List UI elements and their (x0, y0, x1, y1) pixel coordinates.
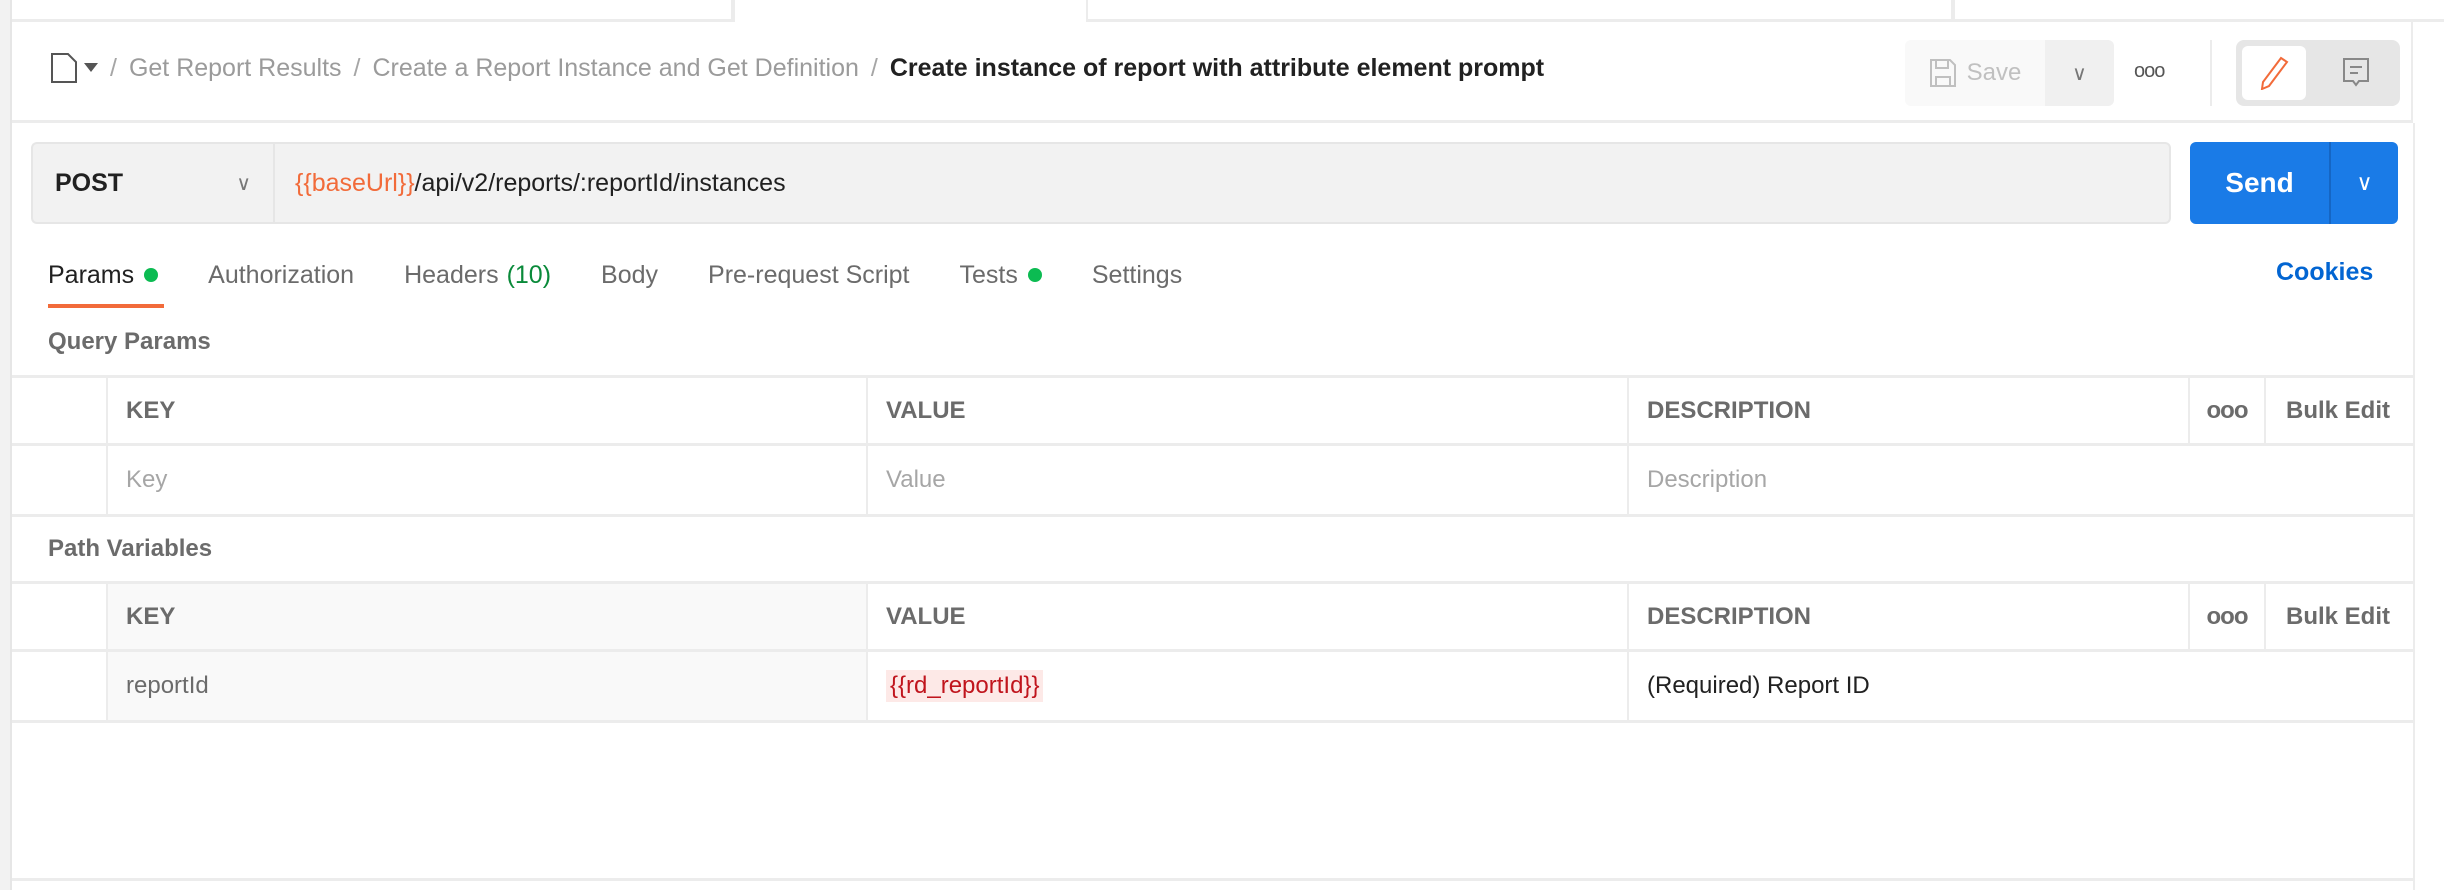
unresolved-variable: {{rd_reportId}} (886, 670, 1044, 702)
tab-label: Params (48, 260, 135, 289)
column-header-key: KEY (108, 378, 868, 443)
tab-settings[interactable]: Settings (1092, 258, 1182, 292)
tab-tests[interactable]: Tests (960, 258, 1042, 292)
headers-count: (10) (506, 260, 552, 289)
request-tabs: Params Authorization Headers (10) Body Pr… (48, 258, 1232, 308)
method-value: POST (55, 168, 124, 197)
checkbox-cell (12, 446, 108, 514)
tab-pre-request-script[interactable]: Pre-request Script (708, 258, 909, 292)
more-options-icon[interactable]: ooo (2134, 60, 2165, 82)
tab-strip (0, 0, 2444, 22)
breadcrumb-separator: / (110, 53, 117, 82)
path-variables-table: KEY VALUE DESCRIPTION ooo Bulk Edit repo… (12, 581, 2413, 723)
sidebar-edge (0, 0, 12, 890)
cookies-link[interactable]: Cookies (2276, 258, 2374, 286)
column-header-description: DESCRIPTION (1629, 378, 2190, 443)
send-button[interactable]: Send (2190, 142, 2331, 224)
save-dropdown-chevron-icon[interactable]: ∨ (2045, 40, 2114, 106)
comments-icon[interactable] (2318, 46, 2394, 100)
description-input[interactable]: (Required) Report ID (1647, 672, 1870, 699)
tab-headers[interactable]: Headers (10) (404, 258, 551, 292)
url-variable: {{baseUrl}} (295, 168, 415, 197)
tab-inactive[interactable] (1953, 0, 2444, 22)
tab-label: Tests (959, 260, 1018, 289)
table-header-row: KEY VALUE DESCRIPTION ooo Bulk Edit (12, 584, 2413, 652)
view-toggle (2236, 40, 2400, 106)
query-params-title: Query Params (48, 328, 211, 355)
save-button-group: Save ∨ (1905, 40, 2114, 106)
description-input[interactable]: Description (1647, 466, 1768, 493)
send-button-group: Send ∨ (2190, 142, 2398, 224)
path-variables-title: Path Variables (48, 535, 213, 562)
request-header: / Get Report Results / Create a Report I… (12, 22, 2413, 123)
url-input[interactable]: {{baseUrl}}/api/v2/reports/:reportId/ins… (273, 142, 2171, 224)
tab-inactive[interactable] (12, 0, 733, 22)
save-icon (1929, 59, 1956, 87)
breadcrumb-separator: / (353, 53, 361, 82)
table-row: Key Value Description (12, 446, 2413, 514)
breadcrumb-separator: / (870, 53, 878, 82)
send-dropdown-chevron-icon[interactable]: ∨ (2356, 170, 2373, 195)
request-name[interactable]: Create instance of report with attribute… (889, 53, 1545, 82)
value-input[interactable]: {{rd_reportId}} (868, 652, 1629, 720)
bulk-edit-button[interactable]: Bulk Edit (2286, 396, 2391, 424)
query-params-table: KEY VALUE DESCRIPTION ooo Bulk Edit Key … (12, 375, 2413, 517)
value-input[interactable]: Value (868, 446, 1629, 514)
tab-label: Pre-request Script (708, 260, 910, 289)
checkbox-cell (12, 652, 108, 720)
status-dot-icon (144, 268, 159, 282)
tab-label: Headers (404, 260, 499, 289)
tab-label: Settings (1091, 260, 1183, 289)
table-row: reportId {{rd_reportId}} (Required) Repo… (12, 652, 2413, 720)
chevron-down-icon: ∨ (236, 172, 251, 195)
column-header-value: VALUE (868, 584, 1629, 649)
tab-body[interactable]: Body (601, 258, 658, 292)
divider (12, 878, 2413, 881)
tab-label: Authorization (208, 260, 355, 289)
method-select[interactable]: POST ∨ (31, 142, 273, 224)
save-label: Save (1966, 59, 2022, 86)
column-header-key: KEY (108, 584, 868, 649)
tab-inactive[interactable] (1088, 0, 1953, 22)
tab-active[interactable] (733, 0, 1088, 22)
divider (2210, 40, 2212, 106)
save-button[interactable]: Save (1905, 40, 2045, 106)
breadcrumb: / Get Report Results / Create a Report I… (50, 52, 1544, 84)
breadcrumb-item[interactable]: Get Report Results (128, 53, 342, 82)
edit-pencil-icon[interactable] (2242, 46, 2306, 100)
checkbox-column (12, 584, 108, 649)
status-dot-icon (1027, 268, 1042, 282)
request-file-icon[interactable] (50, 52, 98, 84)
key-cell: reportId (108, 652, 868, 720)
tab-params[interactable]: Params (48, 258, 165, 308)
key-input[interactable]: Key (108, 446, 868, 514)
checkbox-column (12, 378, 108, 443)
more-options-icon[interactable]: ooo (2190, 584, 2266, 649)
table-header-row: KEY VALUE DESCRIPTION ooo Bulk Edit (12, 378, 2413, 446)
bulk-edit-button[interactable]: Bulk Edit (2286, 602, 2391, 630)
tab-label: Body (601, 260, 659, 289)
divider (2413, 123, 2415, 890)
column-header-description: DESCRIPTION (1629, 584, 2190, 649)
more-options-icon[interactable]: ooo (2190, 378, 2266, 443)
breadcrumb-item[interactable]: Create a Report Instance and Get Definit… (372, 53, 859, 82)
column-header-value: VALUE (868, 378, 1629, 443)
tab-authorization[interactable]: Authorization (208, 258, 354, 292)
url-path: /api/v2/reports/:reportId/instances (414, 168, 786, 197)
